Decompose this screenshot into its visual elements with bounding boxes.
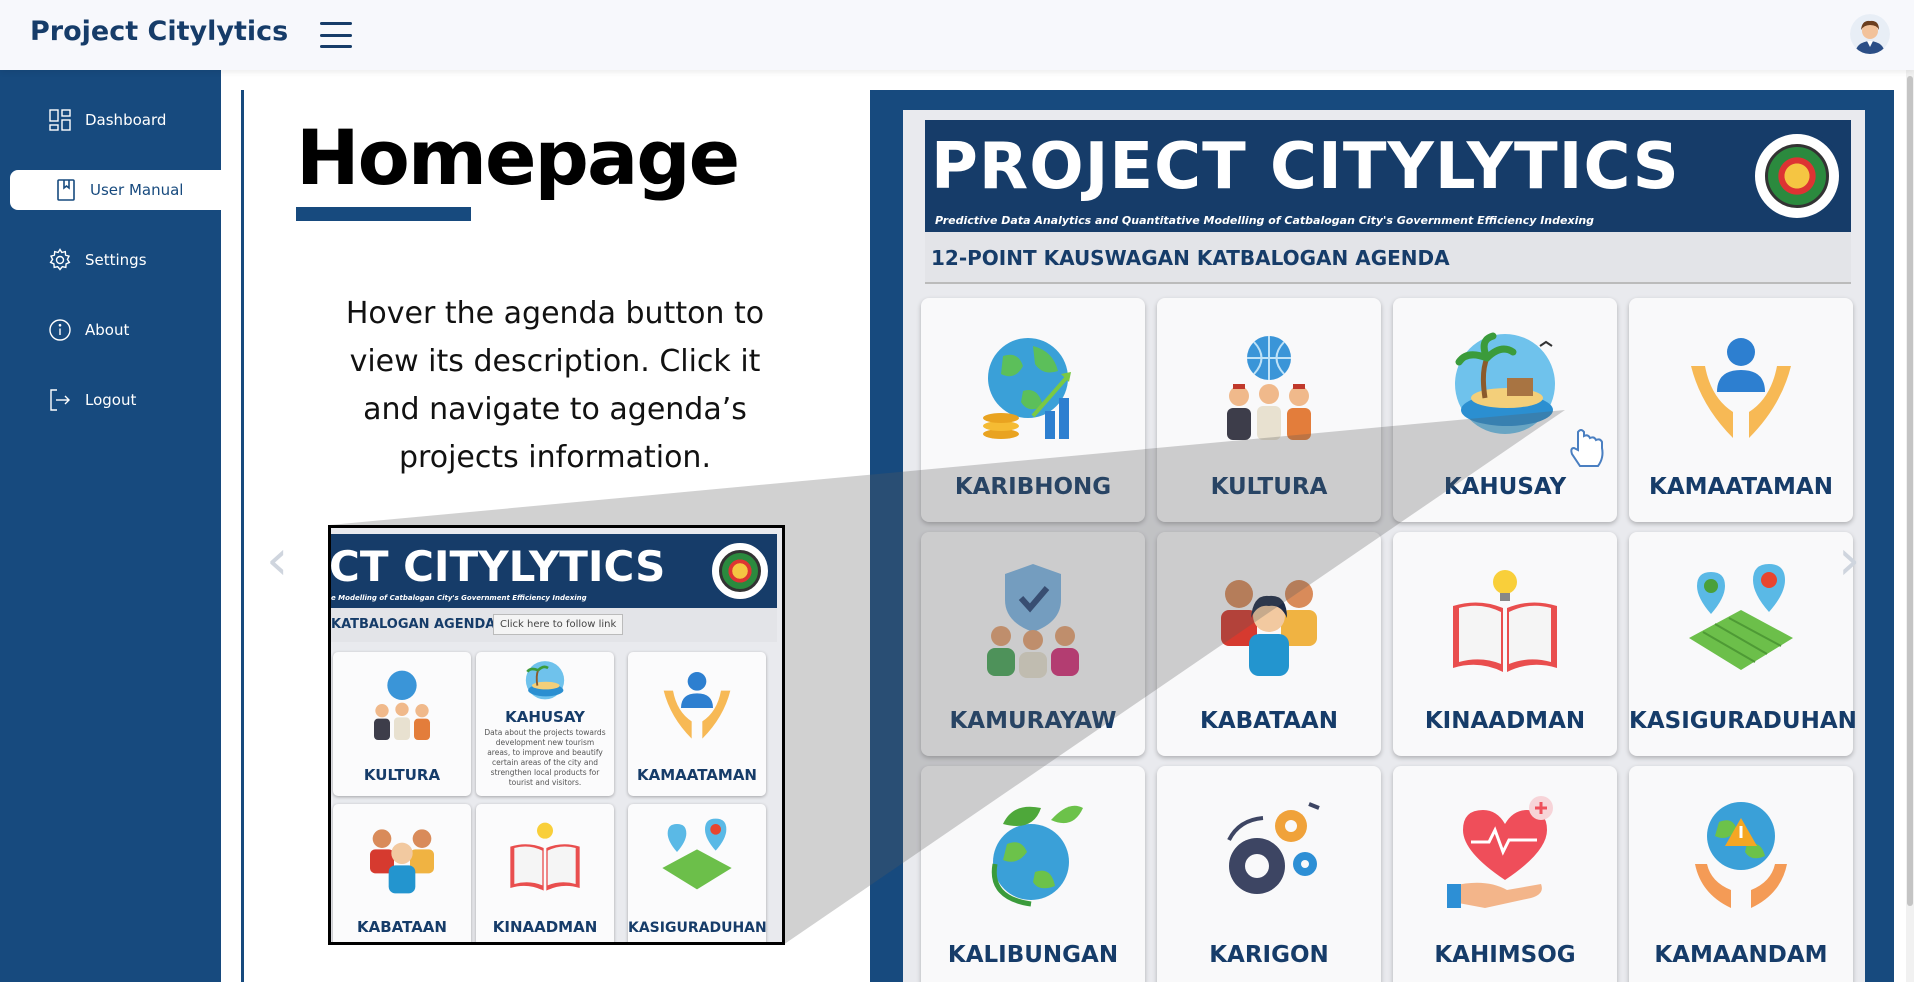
inset-banner: CT CITYLYTICS e Modelling of Catbalogan … bbox=[331, 534, 777, 608]
manual-screenshot-frame: PROJECT CITYLYTICS Predictive Data Analy… bbox=[870, 90, 1894, 982]
agenda-card-kahusay[interactable]: KAHUSAY bbox=[1393, 298, 1617, 522]
earth-warning-hands-icon bbox=[1695, 802, 1787, 908]
shield-people-icon bbox=[987, 564, 1079, 678]
agenda-card-karigon[interactable]: KARIGON bbox=[1157, 766, 1381, 982]
carousel-prev-button[interactable]: ‹ bbox=[266, 528, 289, 593]
open-book-bulb-icon bbox=[1453, 570, 1557, 672]
book-icon bbox=[57, 179, 75, 201]
sidebar-item-dashboard[interactable]: Dashboard bbox=[10, 100, 221, 140]
agenda-card-kalibungan[interactable]: KALIBUNGAN bbox=[921, 766, 1145, 982]
inset-card-label: KINAADMAN bbox=[492, 918, 598, 936]
screenshot-banner-subtitle: Predictive Data Analytics and Quantitati… bbox=[935, 214, 1595, 227]
farm-pins-icon bbox=[1689, 564, 1793, 670]
agenda-card-kabataan[interactable]: KABATAAN bbox=[1157, 532, 1381, 756]
content-divider bbox=[241, 90, 244, 982]
sidebar-item-label: Logout bbox=[85, 391, 137, 409]
agenda-card-karibhong[interactable]: KARIBHONG bbox=[921, 298, 1145, 522]
screenshot-banner-title: PROJECT CITYLYTICS bbox=[931, 130, 1680, 204]
earth-leaves-icon bbox=[991, 805, 1083, 907]
inset-card-kamaataman[interactable]: KAMAATAMAN bbox=[628, 652, 766, 796]
page-scrollbar[interactable] bbox=[1906, 70, 1914, 982]
inset-card-kinaadman[interactable]: KINAADMAN bbox=[476, 804, 614, 942]
sidebar-item-user-manual[interactable]: User Manual bbox=[10, 170, 221, 210]
sidebar-item-label: About bbox=[85, 321, 130, 339]
agenda-description: Data about the projects towards developm… bbox=[484, 728, 606, 787]
agenda-card-label: KULTURA bbox=[1210, 474, 1328, 500]
open-book-bulb-icon bbox=[510, 822, 580, 891]
heart-hand-icon bbox=[1447, 796, 1553, 908]
page-title: Homepage bbox=[296, 113, 740, 202]
user-avatar[interactable] bbox=[1850, 14, 1890, 54]
top-bar: Project Citylytics bbox=[0, 0, 1914, 70]
sidebar: Dashboard User Manual Settings About Log… bbox=[0, 70, 221, 982]
agenda-card-kasiguraduhan[interactable]: KASIGURADUHAN bbox=[1629, 532, 1857, 756]
manual-screenshot: PROJECT CITYLYTICS Predictive Data Analy… bbox=[903, 110, 1865, 982]
island-icon bbox=[1455, 332, 1555, 434]
youth-group-icon bbox=[370, 829, 434, 894]
app-title[interactable]: Project Citylytics bbox=[30, 16, 289, 47]
link-tooltip: Click here to follow link bbox=[493, 614, 624, 635]
agenda-heading-bar: 12-POINT KAUSWAGAN KATBALOGAN AGENDA bbox=[925, 232, 1851, 284]
agenda-card-kamurayaw[interactable]: KAMURAYAW bbox=[921, 532, 1145, 756]
instructions-text: Hover the agenda button to view its desc… bbox=[345, 296, 765, 475]
agenda-card-label: KARIBHONG bbox=[954, 474, 1112, 500]
screenshot-banner: PROJECT CITYLYTICS Predictive Data Analy… bbox=[925, 120, 1851, 232]
agenda-card-kamaataman[interactable]: KAMAATAMAN bbox=[1629, 298, 1853, 522]
agenda-card-label: KALIBUNGAN bbox=[947, 942, 1119, 968]
sidebar-item-label: User Manual bbox=[90, 181, 184, 199]
agenda-card-kultura[interactable]: KULTURA bbox=[1157, 298, 1381, 522]
inset-agenda-heading-bar: KATBALOGAN AGENDA bbox=[331, 608, 777, 642]
agenda-card-kinaadman[interactable]: KINAADMAN bbox=[1393, 532, 1617, 756]
youth-group-icon bbox=[1221, 580, 1317, 676]
agenda-card-label: KASIGURADUHAN bbox=[1629, 708, 1857, 734]
carousel-next-button[interactable]: › bbox=[1838, 528, 1861, 593]
info-icon bbox=[49, 319, 71, 341]
sidebar-item-settings[interactable]: Settings bbox=[10, 240, 221, 280]
gears-icon bbox=[1227, 802, 1320, 894]
hands-person-icon bbox=[1691, 338, 1791, 438]
farm-pins-icon bbox=[662, 818, 732, 890]
sidebar-item-logout[interactable]: Logout bbox=[10, 380, 221, 420]
title-underline bbox=[296, 207, 471, 221]
agenda-card-label: KAHUSAY bbox=[1443, 474, 1567, 500]
agenda-card-label: KAHIMSOG bbox=[1434, 942, 1576, 968]
inset-card-label: KAHUSAY bbox=[505, 708, 585, 726]
hands-person-icon bbox=[663, 672, 731, 739]
gear-icon bbox=[49, 248, 71, 271]
inset-card-kahusay-hovered[interactable]: KAHUSAY Data about the projects towards … bbox=[476, 652, 614, 796]
sidebar-item-label: Dashboard bbox=[85, 111, 167, 129]
scrollbar-thumb[interactable] bbox=[1907, 76, 1913, 906]
sidebar-item-about[interactable]: About bbox=[10, 310, 221, 350]
agenda-card-kahimsog[interactable]: KAHIMSOG bbox=[1393, 766, 1617, 982]
hamburger-menu-icon[interactable] bbox=[320, 22, 352, 48]
dashboard-grid-icon bbox=[49, 109, 71, 131]
agenda-heading: 12-POINT KAUSWAGAN KATBALOGAN AGENDA bbox=[931, 246, 1450, 270]
city-seal-logo bbox=[1751, 130, 1843, 222]
inset-card-label: KULTURA bbox=[363, 766, 441, 784]
island-icon bbox=[525, 661, 565, 700]
inset-card-label: KABATAAN bbox=[357, 918, 447, 936]
agenda-card-label: KARIGON bbox=[1209, 942, 1329, 968]
logout-icon bbox=[50, 389, 70, 411]
agenda-card-label: KINAADMAN bbox=[1424, 708, 1586, 734]
inset-banner-title: CT CITYLYTICS bbox=[329, 542, 666, 591]
inset-card-label: KASIGURADUHAN bbox=[628, 920, 767, 936]
people-globe-icon bbox=[1227, 336, 1311, 440]
agenda-card-label: KAMAATAMAN bbox=[1649, 474, 1833, 500]
zoomed-hover-example: CT CITYLYTICS e Modelling of Catbalogan … bbox=[328, 525, 785, 945]
inset-banner-subtitle: e Modelling of Catbalogan City's Governm… bbox=[331, 594, 587, 602]
agenda-card-label: KAMAANDAM bbox=[1654, 942, 1828, 968]
sidebar-item-label: Settings bbox=[85, 251, 147, 269]
agenda-card-label: KAMURAYAW bbox=[949, 708, 1117, 734]
agenda-card-kamaandam[interactable]: KAMAANDAM bbox=[1629, 766, 1853, 982]
people-globe-icon bbox=[374, 670, 430, 740]
inset-card-kultura[interactable]: KULTURA bbox=[333, 652, 471, 796]
inset-card-kasiguraduhan[interactable]: KASIGURADUHAN bbox=[628, 804, 767, 942]
inset-card-label: KAMAATAMAN bbox=[637, 766, 757, 784]
inset-card-kabataan[interactable]: KABATAAN bbox=[333, 804, 471, 942]
agenda-card-label: KABATAAN bbox=[1200, 708, 1338, 734]
inset-agenda-heading: KATBALOGAN AGENDA bbox=[331, 617, 496, 632]
city-seal-logo bbox=[709, 540, 771, 602]
globe-growth-icon bbox=[983, 338, 1071, 439]
